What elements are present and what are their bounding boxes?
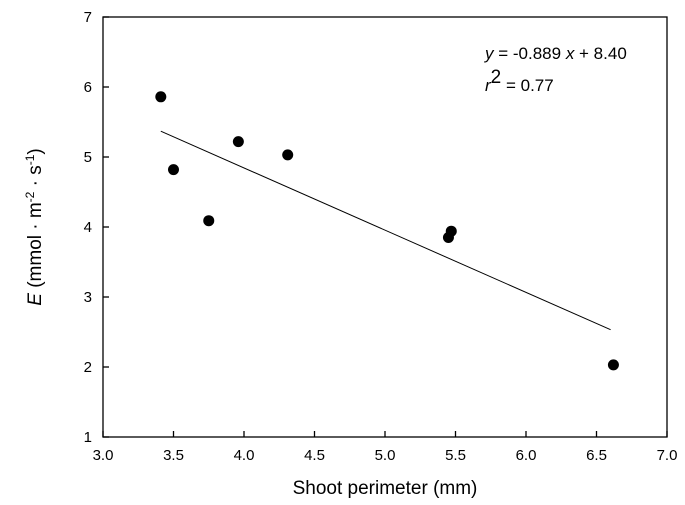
r-squared-exp: 2 xyxy=(491,67,502,88)
x-tick-label: 7.0 xyxy=(657,447,678,464)
y-tick-label: 3 xyxy=(84,289,92,306)
x-tick-label: 4.5 xyxy=(304,447,325,464)
data-point xyxy=(155,91,167,103)
regression-equation: y = -0.889 x + 8.40 xyxy=(484,44,627,63)
y-tick-label: 1 xyxy=(84,429,92,446)
y-axis-unit-post: ) xyxy=(25,148,46,154)
equation-x-var: x xyxy=(565,44,575,63)
x-tick-label: 4.0 xyxy=(234,447,255,464)
data-point xyxy=(445,225,457,237)
r-squared: r2 = 0.77 xyxy=(485,67,554,95)
regression-line-group xyxy=(160,130,611,331)
x-tick-label: 5.0 xyxy=(375,447,396,464)
x-tick-label: 3.5 xyxy=(163,447,184,464)
x-tick-label: 6.0 xyxy=(516,447,537,464)
y-axis-label: E (mmol · m-2 · s-1) xyxy=(23,148,46,306)
y-axis-ticks: 1 2 3 4 5 6 7 xyxy=(84,9,109,446)
data-points xyxy=(155,91,619,371)
equation-intercept-text: + 8.40 xyxy=(574,44,626,63)
x-axis-ticks: 3.0 3.5 4.0 4.5 5.0 5.5 6.0 6.5 7.0 xyxy=(93,431,678,464)
data-point xyxy=(168,164,179,176)
y-tick-label: 4 xyxy=(84,219,92,236)
y-tick-label: 5 xyxy=(84,149,92,166)
regression-line xyxy=(160,130,611,331)
r-squared-var: r xyxy=(485,76,492,95)
x-tick-label: 3.0 xyxy=(93,447,114,464)
y-axis-unit-exp2: -1 xyxy=(23,154,37,165)
x-tick-label: 5.5 xyxy=(445,447,466,464)
data-point xyxy=(203,215,215,227)
plot-border xyxy=(102,16,668,438)
equation-slope-text: = -0.889 xyxy=(494,44,566,63)
y-axis-unit-mid: · s xyxy=(25,165,46,191)
data-point xyxy=(607,359,619,371)
y-axis-unit-pre: (mmol · m xyxy=(25,202,46,293)
plot-frame xyxy=(102,16,668,438)
x-tick-label: 6.5 xyxy=(586,447,607,464)
data-point xyxy=(232,136,244,148)
y-tick-label: 7 xyxy=(84,9,92,26)
data-point xyxy=(282,149,294,161)
y-tick-label: 6 xyxy=(84,79,92,96)
y-axis-variable: E xyxy=(25,293,46,306)
r-squared-value: = 0.77 xyxy=(501,76,553,95)
x-axis-label: Shoot perimeter (mm) xyxy=(293,478,478,499)
y-axis-unit-exp1: -2 xyxy=(23,191,37,202)
y-tick-label: 2 xyxy=(84,359,92,376)
equation-y-var: y xyxy=(484,44,495,63)
